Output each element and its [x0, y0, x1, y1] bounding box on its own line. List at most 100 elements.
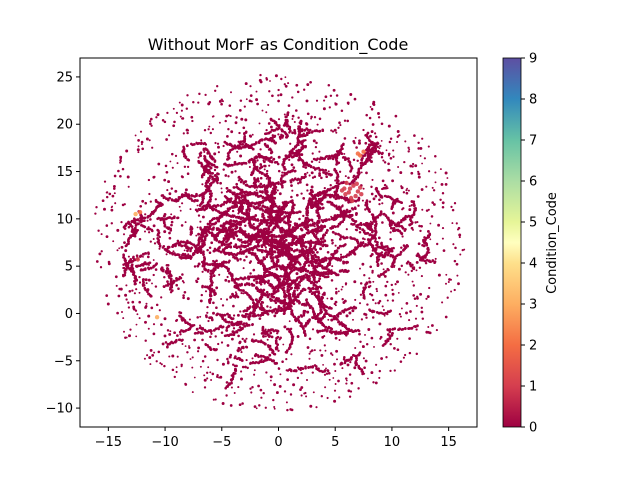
data-point — [208, 251, 212, 254]
data-point — [324, 349, 327, 352]
data-point — [454, 246, 457, 250]
data-point — [239, 257, 242, 261]
data-point — [284, 84, 288, 88]
data-point — [113, 187, 116, 190]
data-point — [377, 112, 380, 115]
data-point — [266, 145, 269, 149]
data-point — [146, 255, 150, 259]
data-point — [297, 315, 300, 319]
data-point — [225, 394, 228, 397]
data-point — [177, 287, 180, 290]
data-point — [320, 264, 323, 268]
data-point — [301, 159, 304, 162]
data-point — [231, 205, 234, 208]
data-point — [132, 255, 135, 259]
data-point — [237, 328, 240, 332]
data-point — [129, 260, 133, 264]
data-point — [259, 148, 262, 151]
data-point — [202, 173, 206, 176]
data-point — [434, 181, 437, 184]
data-point — [99, 266, 103, 269]
data-point — [262, 334, 265, 338]
data-point — [282, 304, 286, 308]
data-point — [277, 133, 280, 136]
data-point — [407, 273, 410, 276]
data-point — [242, 267, 245, 270]
data-point — [229, 404, 233, 407]
data-point — [407, 189, 410, 192]
data-point — [414, 317, 418, 320]
data-point — [320, 168, 324, 172]
data-point — [402, 191, 406, 194]
data-point — [403, 353, 407, 357]
data-point — [152, 259, 155, 261]
points-layer — [94, 73, 466, 412]
data-point — [270, 201, 274, 205]
data-point — [169, 330, 172, 333]
data-point — [167, 180, 171, 184]
data-point — [203, 150, 206, 153]
data-point — [206, 371, 209, 374]
data-point — [347, 103, 350, 105]
data-point — [239, 310, 242, 313]
data-point — [412, 284, 415, 287]
data-point — [210, 272, 213, 276]
data-point — [149, 240, 152, 243]
data-point — [253, 405, 257, 408]
data-point — [199, 226, 202, 229]
data-point — [334, 369, 337, 373]
data-point — [186, 249, 189, 253]
data-point — [413, 134, 416, 137]
data-point — [334, 244, 337, 247]
data-point — [298, 275, 302, 279]
data-point — [138, 238, 142, 241]
data-point — [347, 159, 351, 163]
data-point — [362, 345, 364, 347]
data-point — [152, 175, 156, 179]
data-point — [223, 334, 227, 338]
data-point — [308, 352, 311, 355]
data-point — [186, 165, 190, 169]
data-point — [403, 160, 406, 164]
data-point — [286, 134, 289, 138]
data-point — [247, 243, 251, 246]
data-point — [329, 184, 332, 187]
data-point — [278, 124, 281, 127]
data-point — [277, 88, 280, 92]
data-point — [100, 250, 103, 253]
data-point — [276, 332, 279, 335]
data-point — [197, 262, 201, 266]
data-point — [147, 178, 151, 182]
data-point — [272, 234, 276, 237]
data-point — [248, 224, 251, 227]
data-point — [420, 224, 423, 228]
data-point — [351, 207, 355, 211]
data-point — [370, 336, 374, 340]
data-point — [292, 383, 296, 387]
data-point — [158, 309, 161, 312]
data-point — [235, 182, 239, 186]
data-point — [364, 208, 367, 211]
data-point — [271, 94, 274, 98]
data-point — [283, 172, 287, 176]
data-point — [358, 332, 361, 336]
data-point — [110, 222, 114, 225]
data-point — [297, 182, 300, 185]
data-point — [378, 322, 382, 326]
data-point — [279, 137, 282, 141]
data-point — [384, 342, 387, 346]
data-point — [142, 255, 144, 258]
data-point — [459, 253, 462, 256]
data-point — [260, 138, 264, 141]
data-point — [196, 316, 199, 319]
data-point — [267, 131, 271, 135]
data-point — [388, 169, 391, 172]
data-point — [359, 293, 363, 296]
data-point — [201, 215, 205, 219]
data-point — [184, 188, 188, 192]
data-point — [338, 339, 341, 341]
data-point — [240, 191, 243, 195]
data-point — [463, 248, 466, 251]
data-point — [170, 220, 174, 224]
data-point — [209, 371, 212, 374]
